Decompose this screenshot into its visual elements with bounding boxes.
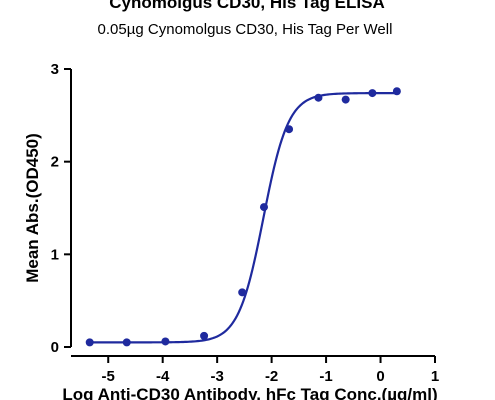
data-point	[392, 87, 401, 96]
y-tick-label: 3	[51, 61, 59, 78]
x-tick-label: -2	[265, 368, 278, 385]
y-ticks: 0 1 2 3	[51, 61, 71, 356]
y-axis-label: Mean Abs.(OD450)	[23, 133, 42, 283]
data-point	[122, 338, 131, 347]
data-point	[285, 125, 294, 134]
y-tick-label: 0	[51, 339, 59, 356]
axes	[70, 69, 435, 357]
data-points	[85, 87, 401, 347]
data-point	[368, 89, 377, 98]
x-tick-label: 1	[431, 368, 439, 385]
x-tick-label: -4	[156, 368, 170, 385]
data-point	[259, 203, 268, 212]
y-tick-label: 2	[51, 154, 59, 171]
data-point	[161, 337, 170, 346]
data-point	[314, 93, 323, 102]
chart-title: Cynomolgus CD30, His Tag ELISA	[109, 0, 385, 12]
x-ticks: -5 -4 -3 -2 -1 0 1	[102, 356, 439, 385]
data-point	[341, 95, 350, 104]
x-axis-label: Log Anti-CD30 Antibody, hFc Tag Conc.(µg…	[62, 385, 437, 400]
fit-curve	[89, 92, 397, 344]
data-point	[200, 331, 209, 340]
x-tick-label: -3	[210, 368, 223, 385]
x-tick-label: 0	[376, 368, 384, 385]
data-point	[85, 338, 94, 347]
x-tick-label: -1	[319, 368, 332, 385]
data-point	[238, 288, 247, 297]
y-tick-label: 1	[51, 246, 59, 263]
x-tick-label: -5	[102, 368, 115, 385]
chart-subtitle: 0.05µg Cynomolgus CD30, His Tag Per Well	[98, 21, 393, 38]
